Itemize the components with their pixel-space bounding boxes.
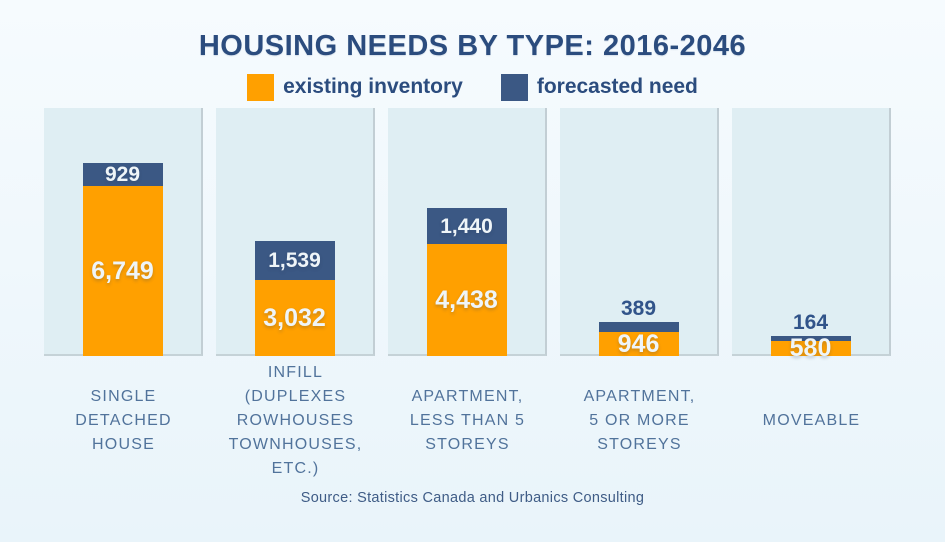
existing-inventory-swatch-icon [247, 73, 275, 101]
stacked-bar: 1,440 4,438 [426, 208, 507, 356]
bar-chart: 929 6,749 1,539 3,032 1,440 4,438 389 946 164 580 [44, 108, 945, 361]
chart-panel: 1,440 4,438 [388, 108, 547, 356]
chart-panel: 1,539 3,032 [216, 108, 375, 356]
existing-value-label: 6,749 [91, 256, 154, 285]
stacked-bar: 1,539 3,032 [254, 241, 335, 356]
existing-value-label: 4,438 [435, 285, 498, 314]
existing-value-label: 3,032 [263, 303, 326, 332]
stacked-bar: 929 6,749 [82, 163, 163, 356]
legend-item-forecasted-need: forecasted need [500, 73, 698, 101]
category-labels: SINGLE DETACHED HOUSE INFILL (DUPLEXES ROWHOU… [44, 360, 945, 482]
legend: existing inventory forecasted need [0, 73, 945, 101]
forecast-segment [770, 336, 851, 341]
category-label: SINGLE DETACHED HOUSE [75, 388, 172, 453]
category-label: INFILL (DUPLEXES ROWHOUSES TOWNHOUSES, ETC.) [228, 364, 363, 477]
source-note: Source: Statistics Canada and Urbanics C… [300, 490, 645, 506]
chart-title: HOUSING NEEDS BY TYPE: 2016-2046 [198, 30, 747, 62]
existing-segment: 4,438 [426, 244, 507, 356]
existing-value-label: 946 [617, 329, 660, 358]
forecast-value-label: 929 [104, 163, 141, 186]
existing-value-label: 580 [789, 334, 832, 362]
category-label: APARTMENT, 5 OR MORE STOREYS [583, 388, 696, 453]
category-label: APARTMENT, LESS THAN 5 STOREYS [409, 388, 526, 453]
stacked-bar: 389 946 [598, 297, 679, 358]
existing-segment: 6,749 [82, 186, 163, 356]
forecast-segment: 1,539 [254, 241, 335, 280]
existing-segment: 946 [598, 329, 679, 358]
chart-panel: 164 580 [732, 108, 891, 361]
forecast-value-label: 1,440 [440, 214, 493, 238]
stacked-bar: 164 580 [770, 311, 851, 361]
legend-item-existing-inventory: existing inventory [247, 73, 463, 101]
forecast-value-label: 164 [792, 311, 829, 334]
legend-label-existing-inventory: existing inventory [283, 75, 463, 98]
forecast-value-label: 389 [620, 297, 657, 320]
existing-segment: 3,032 [254, 280, 335, 356]
forecast-value-label: 1,539 [268, 249, 321, 272]
forecast-segment: 1,440 [426, 208, 507, 244]
forecast-segment [598, 322, 679, 332]
legend-label-forecasted-need: forecasted need [536, 75, 698, 98]
chart-panel: 929 6,749 [44, 108, 203, 356]
forecasted-need-swatch-icon [500, 73, 528, 101]
chart-panel: 389 946 [560, 108, 719, 356]
forecast-segment: 929 [82, 163, 163, 186]
category-label: MOVEABLE [762, 412, 861, 429]
existing-segment: 580 [770, 336, 851, 361]
